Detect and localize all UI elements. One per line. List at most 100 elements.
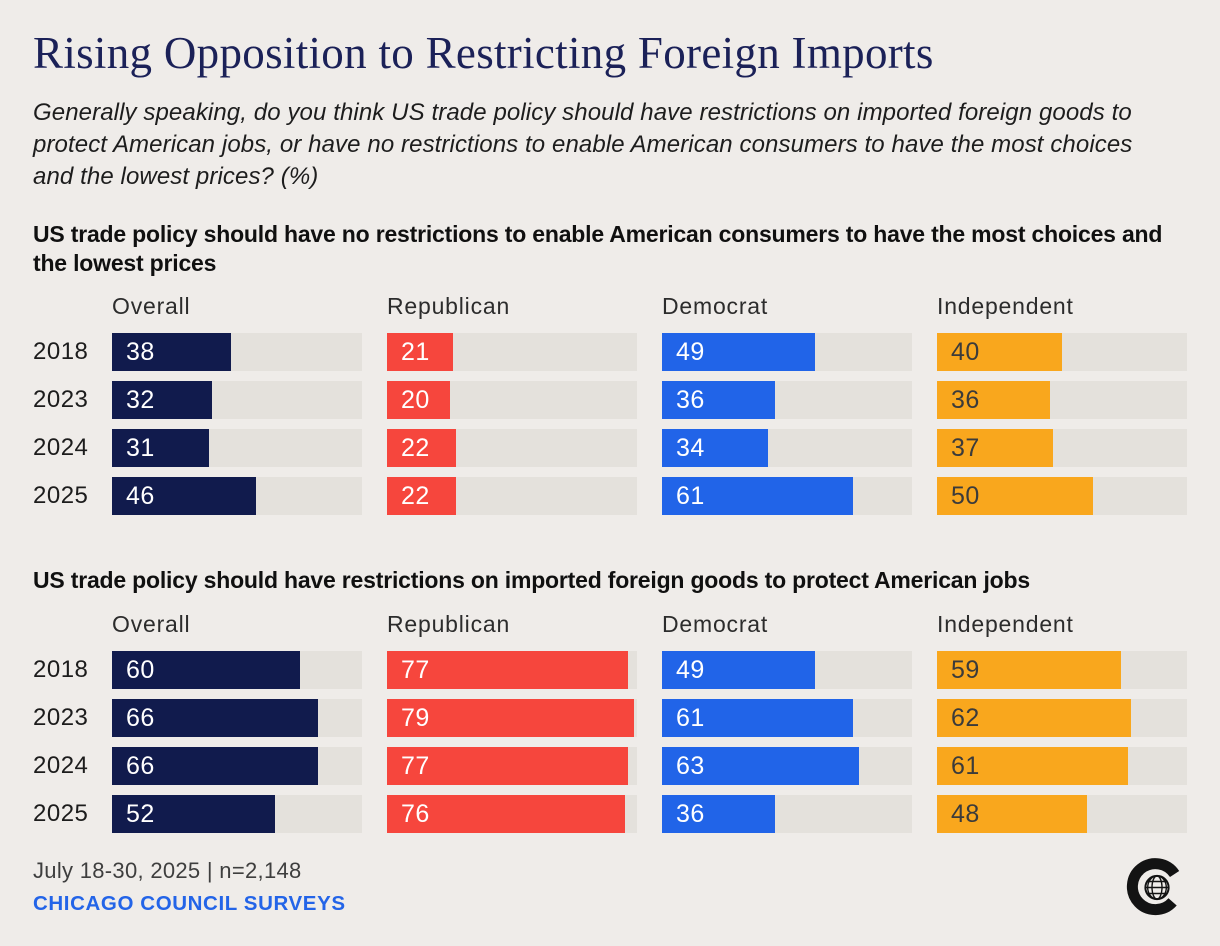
column-header-democrat: Democrat bbox=[662, 611, 769, 638]
bar-track: 59 bbox=[937, 651, 1187, 690]
year-label: 2018 bbox=[33, 338, 89, 366]
bar-democrat-2018: 49 bbox=[662, 333, 816, 372]
bar-value-label: 48 bbox=[951, 799, 980, 828]
survey-date: July 18-30, 2025 | n=2,148 bbox=[33, 858, 302, 883]
bar-value-label: 49 bbox=[676, 655, 705, 684]
bar-overall-2023: 32 bbox=[112, 381, 212, 420]
bar-independent-2018: 59 bbox=[937, 651, 1122, 690]
bar-independent-2023: 62 bbox=[937, 699, 1131, 738]
bar-track: 61 bbox=[662, 699, 912, 738]
bar-track: 40 bbox=[937, 333, 1187, 372]
bar-value-label: 36 bbox=[676, 385, 705, 414]
bar-track: 22 bbox=[387, 429, 637, 468]
bar-republican-2018: 77 bbox=[387, 651, 628, 690]
bar-value-label: 79 bbox=[401, 703, 430, 732]
bar-independent-2025: 50 bbox=[937, 477, 1094, 516]
org-name: CHICAGO COUNCIL SURVEYS bbox=[33, 892, 346, 915]
header-spacer bbox=[33, 611, 87, 638]
year-label: 2025 bbox=[33, 482, 89, 510]
bar-track: 66 bbox=[112, 699, 362, 738]
bar-track: 63 bbox=[662, 747, 912, 786]
section-title: US trade policy should have restrictions… bbox=[33, 567, 1030, 594]
bar-value-label: 22 bbox=[401, 481, 430, 510]
bar-independent-2023: 36 bbox=[937, 381, 1050, 420]
bar-value-label: 34 bbox=[676, 433, 705, 462]
bar-democrat-2025: 61 bbox=[662, 477, 853, 516]
bar-value-label: 66 bbox=[126, 703, 155, 732]
footer-text-block: July 18-30, 2025 | n=2,148 CHICAGO COUNC… bbox=[33, 858, 346, 916]
bar-value-label: 52 bbox=[126, 799, 155, 828]
bar-value-label: 50 bbox=[951, 481, 980, 510]
bar-value-label: 77 bbox=[401, 655, 430, 684]
bar-track: 46 bbox=[112, 477, 362, 516]
bar-track: 36 bbox=[662, 795, 912, 834]
bar-value-label: 59 bbox=[951, 655, 980, 684]
bar-republican-2025: 76 bbox=[387, 795, 625, 834]
bar-value-label: 20 bbox=[401, 385, 430, 414]
bar-republican-2024: 77 bbox=[387, 747, 628, 786]
year-label: 2024 bbox=[33, 434, 89, 462]
bar-track: 60 bbox=[112, 651, 362, 690]
bar-track: 61 bbox=[662, 477, 912, 516]
bar-track: 62 bbox=[937, 699, 1187, 738]
bar-overall-2024: 66 bbox=[112, 747, 319, 786]
bar-value-label: 61 bbox=[676, 481, 705, 510]
bar-track: 77 bbox=[387, 651, 637, 690]
bar-independent-2018: 40 bbox=[937, 333, 1062, 372]
bar-track: 37 bbox=[937, 429, 1187, 468]
bar-value-label: 77 bbox=[401, 751, 430, 780]
year-label: 2023 bbox=[33, 386, 89, 414]
bar-track: 52 bbox=[112, 795, 362, 834]
bar-track: 49 bbox=[662, 333, 912, 372]
bar-value-label: 40 bbox=[951, 337, 980, 366]
bar-value-label: 36 bbox=[951, 385, 980, 414]
bar-republican-2018: 21 bbox=[387, 333, 453, 372]
bar-democrat-2024: 34 bbox=[662, 429, 769, 468]
bar-value-label: 36 bbox=[676, 799, 705, 828]
bar-track: 61 bbox=[937, 747, 1187, 786]
page-subtitle: Generally speaking, do you think US trad… bbox=[33, 99, 1133, 191]
column-header-overall: Overall bbox=[112, 611, 191, 638]
bar-independent-2024: 37 bbox=[937, 429, 1053, 468]
bar-democrat-2023: 61 bbox=[662, 699, 853, 738]
bar-value-label: 60 bbox=[126, 655, 155, 684]
year-label: 2018 bbox=[33, 656, 89, 684]
bar-republican-2025: 22 bbox=[387, 477, 456, 516]
chart-section-no-restrictions: US trade policy should have no restricti… bbox=[33, 220, 1187, 516]
bar-independent-2024: 61 bbox=[937, 747, 1128, 786]
bar-value-label: 32 bbox=[126, 385, 155, 414]
bar-overall-2018: 38 bbox=[112, 333, 231, 372]
bar-value-label: 31 bbox=[126, 433, 155, 462]
bar-track: 31 bbox=[112, 429, 362, 468]
bar-republican-2023: 79 bbox=[387, 699, 634, 738]
chart-grid: 2018 38 21 49 40 2023 32 20 36 36 2024 31 22 34 37 2025… bbox=[33, 333, 1187, 516]
column-header-independent: Independent bbox=[937, 293, 1074, 320]
bar-overall-2018: 60 bbox=[112, 651, 300, 690]
bar-value-label: 63 bbox=[676, 751, 705, 780]
bar-overall-2025: 52 bbox=[112, 795, 275, 834]
bar-track: 36 bbox=[662, 381, 912, 420]
bar-democrat-2023: 36 bbox=[662, 381, 775, 420]
bar-value-label: 61 bbox=[676, 703, 705, 732]
bar-track: 79 bbox=[387, 699, 637, 738]
bar-value-label: 22 bbox=[401, 433, 430, 462]
column-header-row: Overall Republican Democrat Independent bbox=[33, 611, 1187, 638]
bar-track: 34 bbox=[662, 429, 912, 468]
bar-track: 22 bbox=[387, 477, 637, 516]
bar-track: 49 bbox=[662, 651, 912, 690]
footer: July 18-30, 2025 | n=2,148 CHICAGO COUNC… bbox=[33, 856, 1187, 918]
bar-track: 32 bbox=[112, 381, 362, 420]
year-label: 2024 bbox=[33, 752, 89, 780]
bar-value-label: 49 bbox=[676, 337, 705, 366]
bar-track: 50 bbox=[937, 477, 1187, 516]
bar-value-label: 46 bbox=[126, 481, 155, 510]
bar-track: 36 bbox=[937, 381, 1187, 420]
bar-value-label: 66 bbox=[126, 751, 155, 780]
year-label: 2025 bbox=[33, 800, 89, 828]
header-spacer bbox=[33, 293, 87, 320]
globe-icon bbox=[1144, 874, 1170, 901]
column-header-overall: Overall bbox=[112, 293, 191, 320]
column-header-republican: Republican bbox=[387, 293, 511, 320]
bar-value-label: 21 bbox=[401, 337, 430, 366]
